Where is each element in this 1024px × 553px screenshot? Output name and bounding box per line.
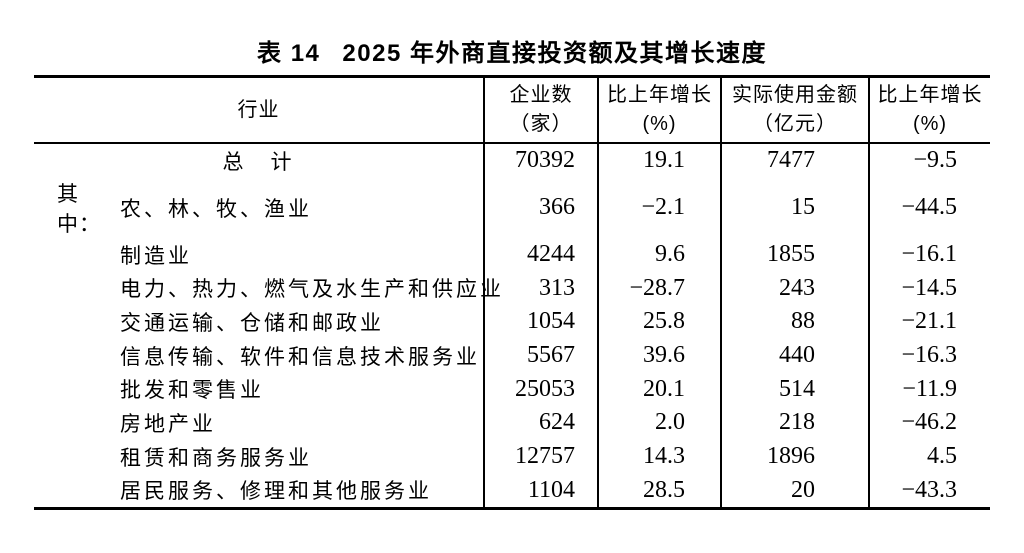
column-header-amount: 实际使用金额 （亿元） bbox=[720, 78, 868, 142]
amount-used-cell: 15 bbox=[720, 177, 868, 238]
enterprises-count-cell: 25053 bbox=[483, 372, 597, 407]
industry-name: 信息传输、软件和信息技术服务业 bbox=[120, 344, 480, 369]
column-header-industry-label: 行业 bbox=[237, 98, 280, 121]
industry-name: 居民服务、修理和其他服务业 bbox=[120, 479, 432, 504]
enterprises-growth-cell: 20.1 bbox=[597, 372, 720, 407]
enterprises-growth-cell: 28.5 bbox=[597, 473, 720, 508]
table-title-text: 2025 年外商直接投资额及其增长速度 bbox=[342, 40, 767, 67]
industry-name: 制造业 bbox=[120, 243, 192, 268]
column-header-amount-label: 实际使用金额 bbox=[732, 84, 858, 106]
table-row: 房地产业 624 2.0 218 −46.2 bbox=[34, 406, 990, 440]
enterprises-count-cell: 1054 bbox=[483, 305, 597, 339]
column-header-amount-growth-label: 比上年增长 bbox=[877, 84, 983, 106]
enterprises-growth-cell: 39.6 bbox=[597, 338, 720, 373]
amount-growth-cell: −21.1 bbox=[868, 305, 990, 339]
amount-used-cell: 1855 bbox=[720, 237, 868, 272]
table-row: 制造业 4244 9.6 1855 −16.1 bbox=[34, 237, 990, 272]
industry-cell: 其中： 农、林、牧、渔业 bbox=[34, 178, 483, 238]
industry-name: 电力、热力、燃气及水生产和供应业 bbox=[120, 277, 504, 302]
enterprises-count-cell: 5567 bbox=[483, 338, 597, 373]
industry-cell: 居民服务、修理和其他服务业 bbox=[34, 473, 483, 507]
column-header-enterprises-growth-label: 比上年增长 bbox=[607, 84, 712, 106]
enterprises-count-cell: 1104 bbox=[483, 473, 597, 508]
industry-cell: 电力、热力、燃气及水生产和供应业 bbox=[34, 271, 501, 305]
column-header-enterprises-growth: 比上年增长 (%) bbox=[597, 78, 720, 142]
amount-used-cell: 20 bbox=[720, 473, 868, 508]
amount-growth-cell: −14.5 bbox=[868, 271, 990, 306]
industry-cell: 租赁和商务服务业 bbox=[34, 440, 483, 474]
industry-name: 交通运输、仓储和邮政业 bbox=[120, 310, 384, 335]
table-row: 批发和零售业 25053 20.1 514 −11.9 bbox=[34, 372, 990, 407]
column-header-amount-growth: 比上年增长 (%) bbox=[868, 78, 990, 142]
amount-growth-cell: −9.5 bbox=[868, 144, 990, 178]
column-header-amount-growth-unit: (%) bbox=[912, 113, 948, 135]
industry-name: 总 计 bbox=[222, 149, 295, 174]
amount-used-cell: 7477 bbox=[720, 144, 868, 178]
amount-used-cell: 218 bbox=[720, 406, 868, 440]
industry-name: 租赁和商务服务业 bbox=[120, 445, 312, 470]
table-title: 表 14 2025 年外商直接投资额及其增长速度 bbox=[0, 33, 1024, 68]
enterprises-count-cell: 12757 bbox=[483, 439, 597, 474]
amount-growth-cell: −16.3 bbox=[868, 338, 990, 373]
industry-name: 批发和零售业 bbox=[120, 378, 264, 403]
amount-used-cell: 440 bbox=[720, 338, 868, 373]
industry-name: 房地产业 bbox=[120, 411, 216, 436]
industry-cell: 批发和零售业 bbox=[34, 372, 483, 406]
industry-name: 农、林、牧、渔业 bbox=[120, 196, 312, 221]
table-row: 交通运输、仓储和邮政业 1054 25.8 88 −21.1 bbox=[34, 305, 990, 339]
enterprises-count-cell: 313 bbox=[483, 271, 597, 306]
table-row: 其中： 农、林、牧、渔业 366 −2.1 15 −44.5 bbox=[34, 177, 990, 238]
enterprises-count-cell: 4244 bbox=[483, 237, 597, 272]
fdi-table: 行业 企业数 （家） 比上年增长 (%) 实际使用金额 （亿元） 比上年增长 (… bbox=[34, 75, 990, 510]
column-header-amount-unit: （亿元） bbox=[753, 113, 837, 135]
row-prefix: 其中： bbox=[57, 181, 101, 236]
column-header-enterprises: 企业数 （家） bbox=[483, 78, 597, 142]
enterprises-growth-cell: 9.6 bbox=[597, 237, 720, 272]
table-row: 租赁和商务服务业 12757 14.3 1896 4.5 bbox=[34, 439, 990, 474]
enterprises-growth-cell: 2.0 bbox=[597, 406, 720, 440]
enterprises-growth-cell: −2.1 bbox=[597, 177, 720, 238]
industry-cell: 制造业 bbox=[34, 238, 483, 272]
enterprises-count-cell: 366 bbox=[483, 177, 597, 238]
industry-cell: 交通运输、仓储和邮政业 bbox=[34, 305, 483, 339]
column-header-industry: 行业 bbox=[34, 78, 483, 142]
amount-growth-cell: −43.3 bbox=[868, 473, 990, 508]
table-header-row: 行业 企业数 （家） 比上年增长 (%) 实际使用金额 （亿元） 比上年增长 (… bbox=[34, 78, 990, 144]
amount-growth-cell: −44.5 bbox=[868, 177, 990, 238]
amount-used-cell: 243 bbox=[720, 271, 868, 306]
amount-growth-cell: −46.2 bbox=[868, 406, 990, 440]
enterprises-count-cell: 70392 bbox=[483, 144, 597, 178]
table-row: 居民服务、修理和其他服务业 1104 28.5 20 −43.3 bbox=[34, 473, 990, 508]
industry-cell: 房地产业 bbox=[34, 406, 483, 440]
amount-used-cell: 1896 bbox=[720, 439, 868, 474]
table-row: 信息传输、软件和信息技术服务业 5567 39.6 440 −16.3 bbox=[34, 338, 990, 373]
enterprises-growth-cell: 14.3 bbox=[597, 439, 720, 474]
amount-growth-cell: −16.1 bbox=[868, 237, 990, 272]
column-header-enterprises-label: 企业数 bbox=[509, 84, 573, 106]
table-number: 表 14 bbox=[257, 40, 321, 67]
industry-cell: 信息传输、软件和信息技术服务业 bbox=[34, 339, 483, 373]
amount-used-cell: 514 bbox=[720, 372, 868, 407]
table-body: 总 计 70392 19.1 7477 −9.5 其中： 农、林、牧、渔业 366 −2.1 15… bbox=[34, 144, 990, 508]
enterprises-growth-cell: 19.1 bbox=[597, 144, 720, 178]
amount-growth-cell: 4.5 bbox=[868, 439, 990, 474]
table-row: 电力、热力、燃气及水生产和供应业 313 −28.7 243 −14.5 bbox=[34, 271, 990, 306]
column-header-enterprises-growth-unit: (%) bbox=[642, 113, 677, 135]
column-header-enterprises-unit: （家） bbox=[509, 113, 573, 135]
enterprises-count-cell: 624 bbox=[483, 406, 597, 440]
enterprises-growth-cell: −28.7 bbox=[597, 271, 720, 306]
amount-used-cell: 88 bbox=[720, 305, 868, 339]
industry-cell: 总 计 bbox=[34, 144, 483, 178]
amount-growth-cell: −11.9 bbox=[868, 372, 990, 407]
table-row: 总 计 70392 19.1 7477 −9.5 bbox=[34, 144, 990, 178]
enterprises-growth-cell: 25.8 bbox=[597, 305, 720, 339]
